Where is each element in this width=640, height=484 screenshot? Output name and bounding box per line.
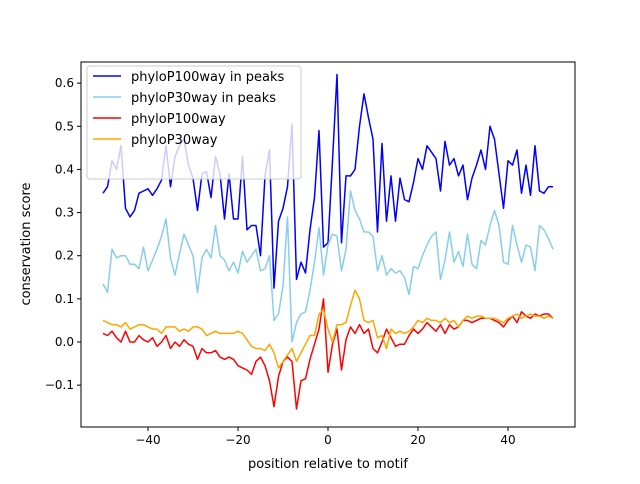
y-tick-label: 0.1 [55,292,74,306]
x-tick-label: 40 [500,433,515,447]
series-line-phylop30way [102,289,554,369]
y-tick-label: 0.4 [55,162,74,176]
legend-label: phyloP30way in peaks [131,91,276,106]
y-tick-label: −0.1 [45,378,74,392]
y-axis-ticks: −0.1 0.0 0.1 0.2 0.3 0.4 0.5 0.6 [45,76,81,392]
y-tick-label: 0.0 [55,335,74,349]
x-axis-label: position relative to motif [248,457,408,472]
x-tick-label: −20 [225,433,250,447]
x-tick-label: 0 [324,433,332,447]
series-line-phylop100way [102,298,554,410]
x-tick-label: 20 [410,433,425,447]
y-tick-label: 0.2 [55,249,74,263]
series-line-phylop30way-in-peaks [102,190,554,343]
legend-label: phyloP100way in peaks [131,70,285,85]
legend: phyloP100way in peaks phyloP30way in peak… [86,65,302,180]
legend-label: phyloP100way [131,112,226,127]
y-tick-label: 0.5 [55,119,74,133]
legend-label: phyloP30way [131,133,218,148]
legend-box [86,65,302,180]
y-axis-label: conservation score [19,182,34,305]
y-tick-label: 0.6 [55,76,74,90]
y-tick-label: 0.3 [55,206,74,220]
x-axis-ticks: −40 −20 0 20 40 [135,427,516,447]
x-tick-label: −40 [135,433,160,447]
